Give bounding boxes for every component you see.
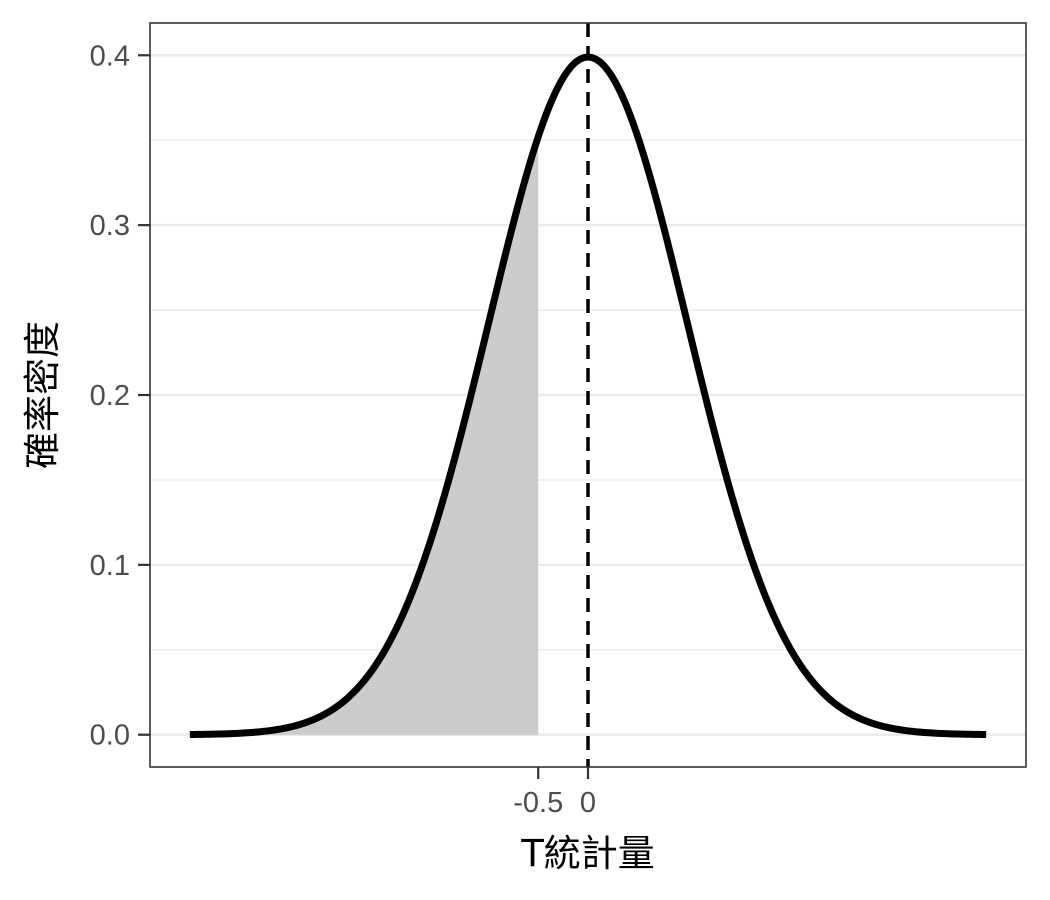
y-tick-label: 0.0 xyxy=(90,720,130,752)
y-tick-label: 0.3 xyxy=(90,210,130,242)
x-tick-label: -0.5 xyxy=(513,787,563,819)
y-axis-title: 確率密度 xyxy=(21,321,64,469)
y-tick-label: 0.4 xyxy=(90,40,130,72)
x-axis: -0.5 0 xyxy=(513,767,596,819)
y-tick-label: 0.2 xyxy=(90,380,130,412)
y-tick-label: 0.1 xyxy=(90,550,130,582)
x-axis-title: T統計量 xyxy=(520,832,655,875)
shaded-left-tail-area xyxy=(189,136,539,735)
x-tick-label: 0 xyxy=(580,787,596,819)
y-axis: 0.0 0.1 0.2 0.3 0.4 xyxy=(90,40,150,752)
